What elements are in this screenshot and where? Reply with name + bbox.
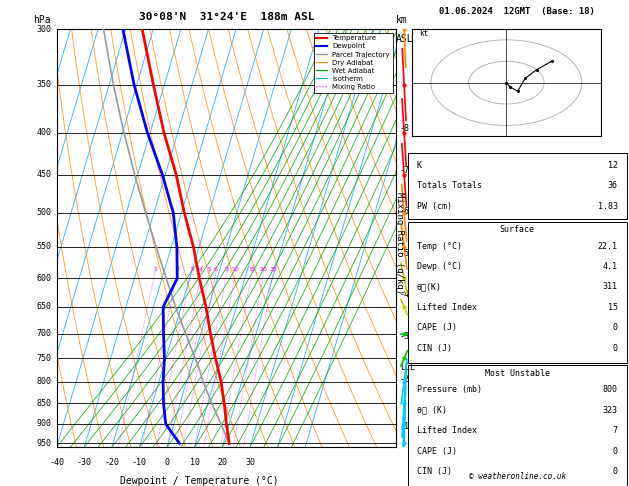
Text: 800: 800 [603, 385, 618, 394]
Text: 850: 850 [36, 399, 52, 408]
Bar [408, 153, 626, 219]
Text: Mixing Ratio (g/kg): Mixing Ratio (g/kg) [395, 192, 404, 294]
Text: 700: 700 [36, 329, 52, 338]
Text: 36: 36 [608, 181, 618, 190]
Text: -8: -8 [399, 123, 409, 133]
Text: -4: -4 [399, 290, 409, 298]
Legend: Temperature, Dewpoint, Parcel Trajectory, Dry Adiabat, Wet Adiabat, Isotherm, Mi: Temperature, Dewpoint, Parcel Trajectory… [314, 33, 392, 93]
Text: 950: 950 [36, 439, 52, 448]
Text: 10: 10 [190, 458, 199, 467]
Text: -20: -20 [104, 458, 120, 467]
Text: 30°08'N  31°24'E  188m ASL: 30°08'N 31°24'E 188m ASL [138, 12, 314, 22]
Text: 650: 650 [36, 302, 52, 312]
Text: -30: -30 [77, 458, 92, 467]
Bar [408, 222, 626, 363]
Text: 0: 0 [613, 344, 618, 353]
Text: θᴄ (K): θᴄ (K) [417, 406, 447, 415]
Text: 25: 25 [269, 267, 277, 272]
Text: hPa: hPa [33, 15, 50, 25]
Text: CAPE (J): CAPE (J) [417, 323, 457, 332]
Text: kt: kt [420, 29, 429, 37]
Text: 01.06.2024  12GMT  (Base: 18): 01.06.2024 12GMT (Base: 18) [440, 7, 595, 17]
Text: PW (cm): PW (cm) [417, 202, 452, 210]
Text: -5: -5 [399, 249, 409, 258]
Text: -3: -3 [399, 332, 409, 341]
Text: 0: 0 [613, 323, 618, 332]
Text: Pressure (mb): Pressure (mb) [417, 385, 482, 394]
Text: -7: -7 [399, 166, 409, 174]
Text: -1: -1 [399, 422, 409, 431]
Text: 12: 12 [608, 161, 618, 170]
Text: 3: 3 [189, 267, 193, 272]
Text: Lifted Index: Lifted Index [417, 426, 477, 435]
Text: θᴄ(K): θᴄ(K) [417, 282, 442, 292]
Text: 300: 300 [36, 25, 52, 34]
Text: CAPE (J): CAPE (J) [417, 447, 457, 455]
Text: 900: 900 [36, 419, 52, 429]
Text: -10: -10 [132, 458, 147, 467]
Text: 4.1: 4.1 [603, 262, 618, 271]
Text: 0: 0 [165, 458, 170, 467]
Text: Dewpoint / Temperature (°C): Dewpoint / Temperature (°C) [120, 476, 279, 486]
Text: 400: 400 [36, 128, 52, 137]
Text: Totals Totals: Totals Totals [417, 181, 482, 190]
Text: Most Unstable: Most Unstable [485, 369, 550, 378]
Text: 15: 15 [248, 267, 256, 272]
Text: 500: 500 [36, 208, 52, 217]
Text: K: K [417, 161, 422, 170]
Text: ASL: ASL [396, 34, 414, 44]
Text: 22.1: 22.1 [598, 242, 618, 251]
Text: Lifted Index: Lifted Index [417, 303, 477, 312]
Text: Surface: Surface [500, 226, 535, 234]
Text: km: km [396, 15, 408, 25]
Text: -2: -2 [399, 375, 409, 384]
Bar [408, 365, 626, 486]
Text: CIN (J): CIN (J) [417, 467, 452, 476]
Text: 4: 4 [199, 267, 203, 272]
Text: 8: 8 [225, 267, 229, 272]
Text: Temp (°C): Temp (°C) [417, 242, 462, 251]
Text: -6: -6 [399, 208, 409, 216]
Text: 15: 15 [608, 303, 618, 312]
Text: 10: 10 [231, 267, 240, 272]
Text: 350: 350 [36, 80, 52, 89]
Text: 1.83: 1.83 [598, 202, 618, 210]
Text: -40: -40 [49, 458, 64, 467]
Text: 7: 7 [613, 426, 618, 435]
Text: CIN (J): CIN (J) [417, 344, 452, 353]
Text: 550: 550 [36, 243, 52, 251]
Text: 1: 1 [153, 267, 157, 272]
Text: 450: 450 [36, 171, 52, 179]
Text: 5: 5 [208, 267, 211, 272]
Text: 600: 600 [36, 274, 52, 283]
Text: 0: 0 [613, 447, 618, 455]
Text: 2: 2 [175, 267, 179, 272]
Text: 323: 323 [603, 406, 618, 415]
Text: 30: 30 [245, 458, 255, 467]
Text: 311: 311 [603, 282, 618, 292]
Text: 800: 800 [36, 377, 52, 386]
Text: Dewp (°C): Dewp (°C) [417, 262, 462, 271]
Text: 6: 6 [214, 267, 218, 272]
Text: 20: 20 [260, 267, 268, 272]
Text: 750: 750 [36, 354, 52, 363]
Text: LCL: LCL [399, 364, 415, 372]
Text: © weatheronline.co.uk: © weatheronline.co.uk [469, 472, 566, 481]
Text: 0: 0 [613, 467, 618, 476]
Text: 20: 20 [217, 458, 227, 467]
